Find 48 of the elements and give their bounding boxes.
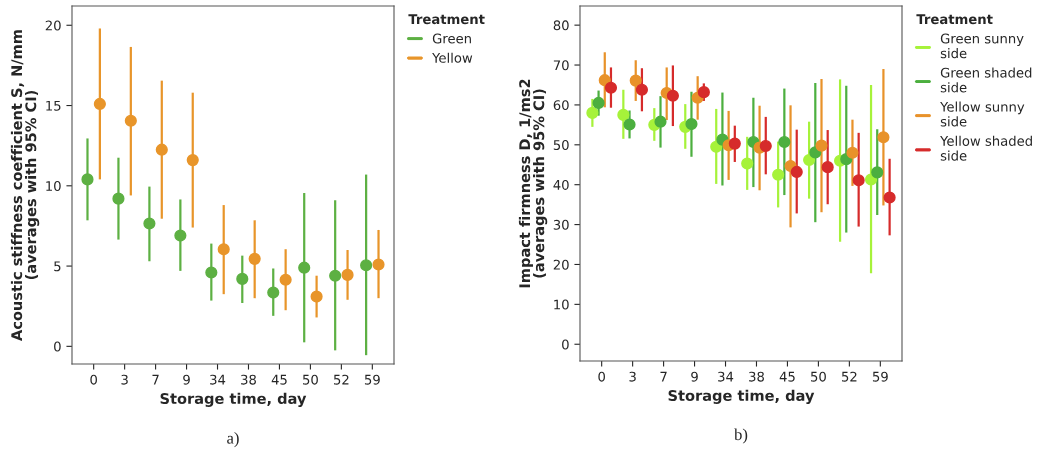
x-tick-label: 34 <box>210 374 226 385</box>
y-tick-label: 5 <box>54 261 61 272</box>
y-tick-label: 15 <box>46 100 61 111</box>
y-tick-label: 40 <box>553 179 569 190</box>
x-tick-label: 7 <box>152 374 159 385</box>
y-tick-label: 80 <box>553 20 569 31</box>
legend-title: Treatment <box>916 14 993 25</box>
x-tick-label: 7 <box>660 371 667 382</box>
x-tick-label: 9 <box>183 374 190 385</box>
y-tick-label: 0 <box>54 341 61 352</box>
legend-label: Yellow sunny side <box>940 101 1025 127</box>
y-axis-title: Impact firmness D, 1/ms2 (averages with 95% CI) <box>518 79 548 288</box>
legend-title: Treatment <box>408 14 485 25</box>
x-tick-label: 45 <box>271 374 287 385</box>
text: a) <box>227 432 239 448</box>
legend-label: Green sunny side <box>940 33 1024 59</box>
x-tick-label: 0 <box>598 371 605 382</box>
y-tick-label: 30 <box>553 219 569 230</box>
x-tick-label: 50 <box>811 371 826 382</box>
x-tick-label: 3 <box>629 371 636 382</box>
x-axis-title: Storage time, day <box>668 389 815 404</box>
x-tick-label: 3 <box>121 374 128 385</box>
x-tick-label: 38 <box>749 371 764 382</box>
x-tick-label: 38 <box>241 374 256 385</box>
x-tick-label: 34 <box>718 371 734 382</box>
legend-label: Yellow shaded side <box>940 135 1032 161</box>
x-tick-label: 59 <box>872 371 888 382</box>
y-tick-label: 20 <box>553 259 569 270</box>
text: b) <box>734 428 748 444</box>
y-tick-label: 20 <box>45 20 61 31</box>
y-axis-title: Acoustic stiffness coefficient S, N/mm (averages with 95% CI) <box>10 30 40 341</box>
x-tick-label: 0 <box>90 374 97 385</box>
x-tick-label: 50 <box>303 374 318 385</box>
x-axis-title: Storage time, day <box>160 392 307 407</box>
y-tick-label: 0 <box>562 339 569 350</box>
y-tick-label: 60 <box>553 100 569 111</box>
y-tick-label: 10 <box>46 181 61 191</box>
y-tick-label: 50 <box>553 140 569 151</box>
y-tick-label: 70 <box>553 60 569 71</box>
x-tick-label: 45 <box>779 371 795 382</box>
x-tick-label: 9 <box>691 371 698 382</box>
x-tick-label: 52 <box>841 371 857 382</box>
legend-label: Yellow <box>432 52 473 63</box>
legend-label: Green shaded side <box>940 67 1032 93</box>
legend-label: Green <box>432 33 471 44</box>
x-tick-label: 52 <box>333 374 349 385</box>
x-tick-label: 59 <box>364 374 380 385</box>
y-tick-label: 10 <box>554 299 569 310</box>
